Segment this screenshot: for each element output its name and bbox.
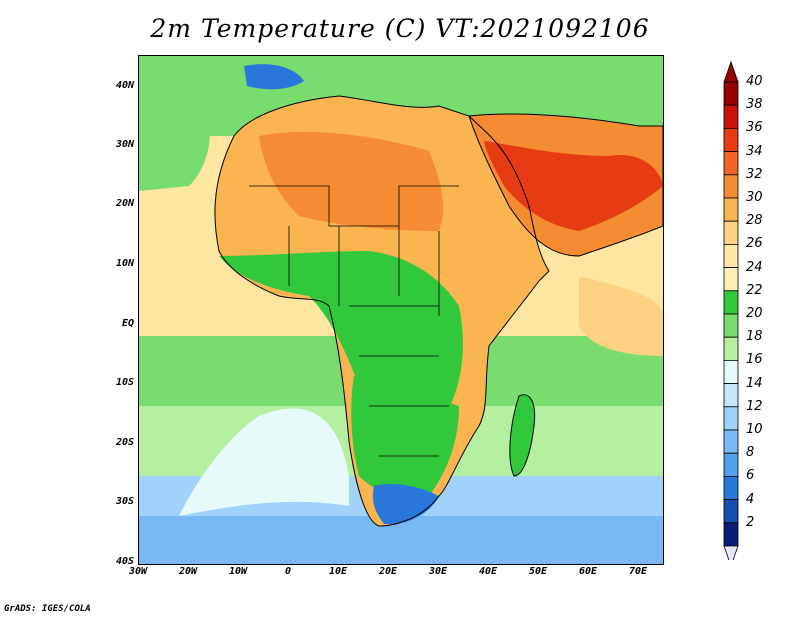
ocean-indian-hot xyxy=(579,276,663,356)
colorbar-level-label: 16 xyxy=(746,352,763,368)
lat-label-10s: 10S xyxy=(115,377,134,388)
ocean-cold-tongue xyxy=(179,408,349,516)
colorbar-level-label: 2 xyxy=(746,514,755,530)
madagascar xyxy=(509,394,535,476)
colorbar-swatch xyxy=(723,174,739,199)
lon-label-30e: 30E xyxy=(428,566,448,577)
colorbar-level-label: 8 xyxy=(746,445,755,461)
lat-label-eq: EQ xyxy=(121,318,134,329)
ocean-north-atlantic-warm xyxy=(139,96,210,191)
lat-label-20n: 20N xyxy=(115,198,134,209)
colorbar-level-label: 28 xyxy=(746,213,763,229)
colorbar-swatch xyxy=(723,475,739,500)
iberia-cold-patch xyxy=(244,64,304,90)
colorbar-top-arrow xyxy=(723,60,739,83)
colorbar-swatch xyxy=(723,406,739,431)
colorbar-swatch xyxy=(723,383,739,408)
colorbar-level-label: 34 xyxy=(746,143,763,159)
colorbar-level-label: 4 xyxy=(746,491,755,507)
colorbar-swatch xyxy=(723,151,739,176)
lon-label-30w: 30W xyxy=(128,566,148,577)
lat-label-40s: 40S xyxy=(115,556,134,567)
colorbar-swatch xyxy=(723,359,739,384)
south-africa-cold-region xyxy=(372,484,439,525)
colorbar-level-label: 26 xyxy=(746,236,763,252)
lon-label-0: 0 xyxy=(284,566,292,577)
colorbar-level-label: 22 xyxy=(746,282,763,298)
colorbar-level-label: 12 xyxy=(746,398,763,414)
colorbar-swatch xyxy=(723,128,739,153)
colorbar-swatch xyxy=(723,220,739,245)
europe-strip xyxy=(239,56,663,99)
colorbar-level-label: 18 xyxy=(746,329,763,345)
lon-label-50e: 50E xyxy=(528,566,548,577)
country-borders xyxy=(249,185,459,457)
lat-label-20s: 20S xyxy=(115,437,134,448)
colorbar-level-label: 30 xyxy=(746,190,763,205)
map-title: 2m Temperature (C) VT:2021092106 xyxy=(150,14,650,43)
grads-credit: GrADS: IGES/COLA xyxy=(4,604,91,614)
ocean-south-coldest-band xyxy=(139,516,663,564)
colorbar-swatch xyxy=(723,313,739,338)
colorbar-swatch xyxy=(723,452,739,477)
colorbar-level-label: 6 xyxy=(746,468,755,484)
lat-label-30s: 30S xyxy=(115,496,134,507)
colorbar-swatch xyxy=(723,336,739,361)
colorbar-level-label: 38 xyxy=(746,97,763,113)
colorbar-swatch xyxy=(723,197,739,222)
lat-label-40n: 40N xyxy=(115,80,134,91)
colorbar-level-label: 40 xyxy=(746,74,763,89)
colorbar-swatch xyxy=(723,522,739,547)
arabia-very-hot-region xyxy=(484,141,663,231)
equatorial-green-belt xyxy=(219,251,463,429)
colorbar-swatch xyxy=(723,429,739,454)
map-canvas xyxy=(139,56,663,564)
madagascar-coastline xyxy=(509,394,536,477)
colorbar-level-label: 32 xyxy=(746,166,763,182)
colorbar-level-label: 24 xyxy=(746,259,763,275)
colorbar-swatch xyxy=(723,104,739,129)
lon-label-70e: 70E xyxy=(628,566,648,577)
colorbar xyxy=(723,60,739,560)
lon-label-20e: 20E xyxy=(378,566,398,577)
colorbar-level-label: 20 xyxy=(746,306,763,321)
colorbar-swatch xyxy=(723,243,739,268)
temperature-map xyxy=(138,55,664,565)
lat-label-10n: 10N xyxy=(115,258,134,269)
lat-label-30n: 30N xyxy=(115,139,134,150)
lon-label-40e: 40E xyxy=(478,566,498,577)
southern-africa-green xyxy=(351,376,459,498)
colorbar-swatch xyxy=(723,499,739,524)
colorbar-swatch xyxy=(723,81,739,106)
lon-label-10w: 10W xyxy=(228,566,248,577)
colorbar-swatch xyxy=(723,267,739,292)
lon-label-60e: 60E xyxy=(578,566,598,577)
colorbar-swatch xyxy=(723,290,739,315)
lon-label-20w: 20W xyxy=(178,566,198,577)
arabia-coastline xyxy=(468,113,663,257)
colorbar-bottom-arrow xyxy=(723,545,739,560)
lon-label-10e: 10E xyxy=(328,566,348,577)
sahara-hot-region xyxy=(259,131,444,231)
coastline xyxy=(214,95,550,527)
colorbar-level-label: 36 xyxy=(746,120,763,136)
colorbar-level-label: 14 xyxy=(746,375,763,391)
colorbar-level-label: 10 xyxy=(746,422,763,437)
